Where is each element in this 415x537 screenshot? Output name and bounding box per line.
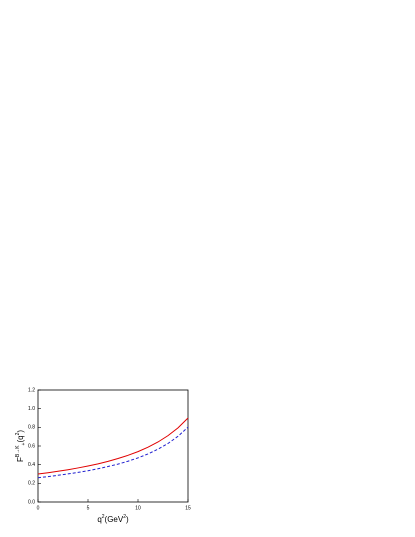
y-tick-label: 0.0 xyxy=(28,499,35,505)
y-tick-label: 0.8 xyxy=(28,425,35,431)
x-label-part: q xyxy=(97,515,101,524)
y-tick-label: 0.4 xyxy=(28,462,35,468)
y-label-part: F xyxy=(16,457,25,462)
x-tick-label: 10 xyxy=(135,505,141,511)
y-label-sup: 2 xyxy=(15,432,21,435)
x-tick-label: 15 xyxy=(185,505,191,511)
x-label-part: (GeV xyxy=(105,515,124,524)
y-label-sub: + xyxy=(21,442,27,445)
y-tick-label: 0.2 xyxy=(28,481,35,487)
x-axis-label: q2(GeV2) xyxy=(97,514,129,524)
x-label-sup: 2 xyxy=(123,514,126,520)
plot-frame xyxy=(37,389,189,503)
x-label-part: ) xyxy=(126,515,129,524)
x-label-sup: 2 xyxy=(102,514,105,520)
y-label-part: (q xyxy=(16,435,25,442)
y-tick-label: 0.6 xyxy=(28,443,35,449)
x-tick-label: 5 xyxy=(87,505,90,511)
x-tick-label: 0 xyxy=(37,505,40,511)
y-axis-label: FB→K+(q2) xyxy=(15,430,27,462)
y-tick-label: 1.0 xyxy=(28,406,35,412)
y-tick-label: 1.2 xyxy=(28,387,35,393)
series-line xyxy=(37,426,189,479)
series-line xyxy=(37,417,189,475)
y-label-part: ) xyxy=(16,430,25,433)
y-label-sup: B→K xyxy=(15,445,21,457)
